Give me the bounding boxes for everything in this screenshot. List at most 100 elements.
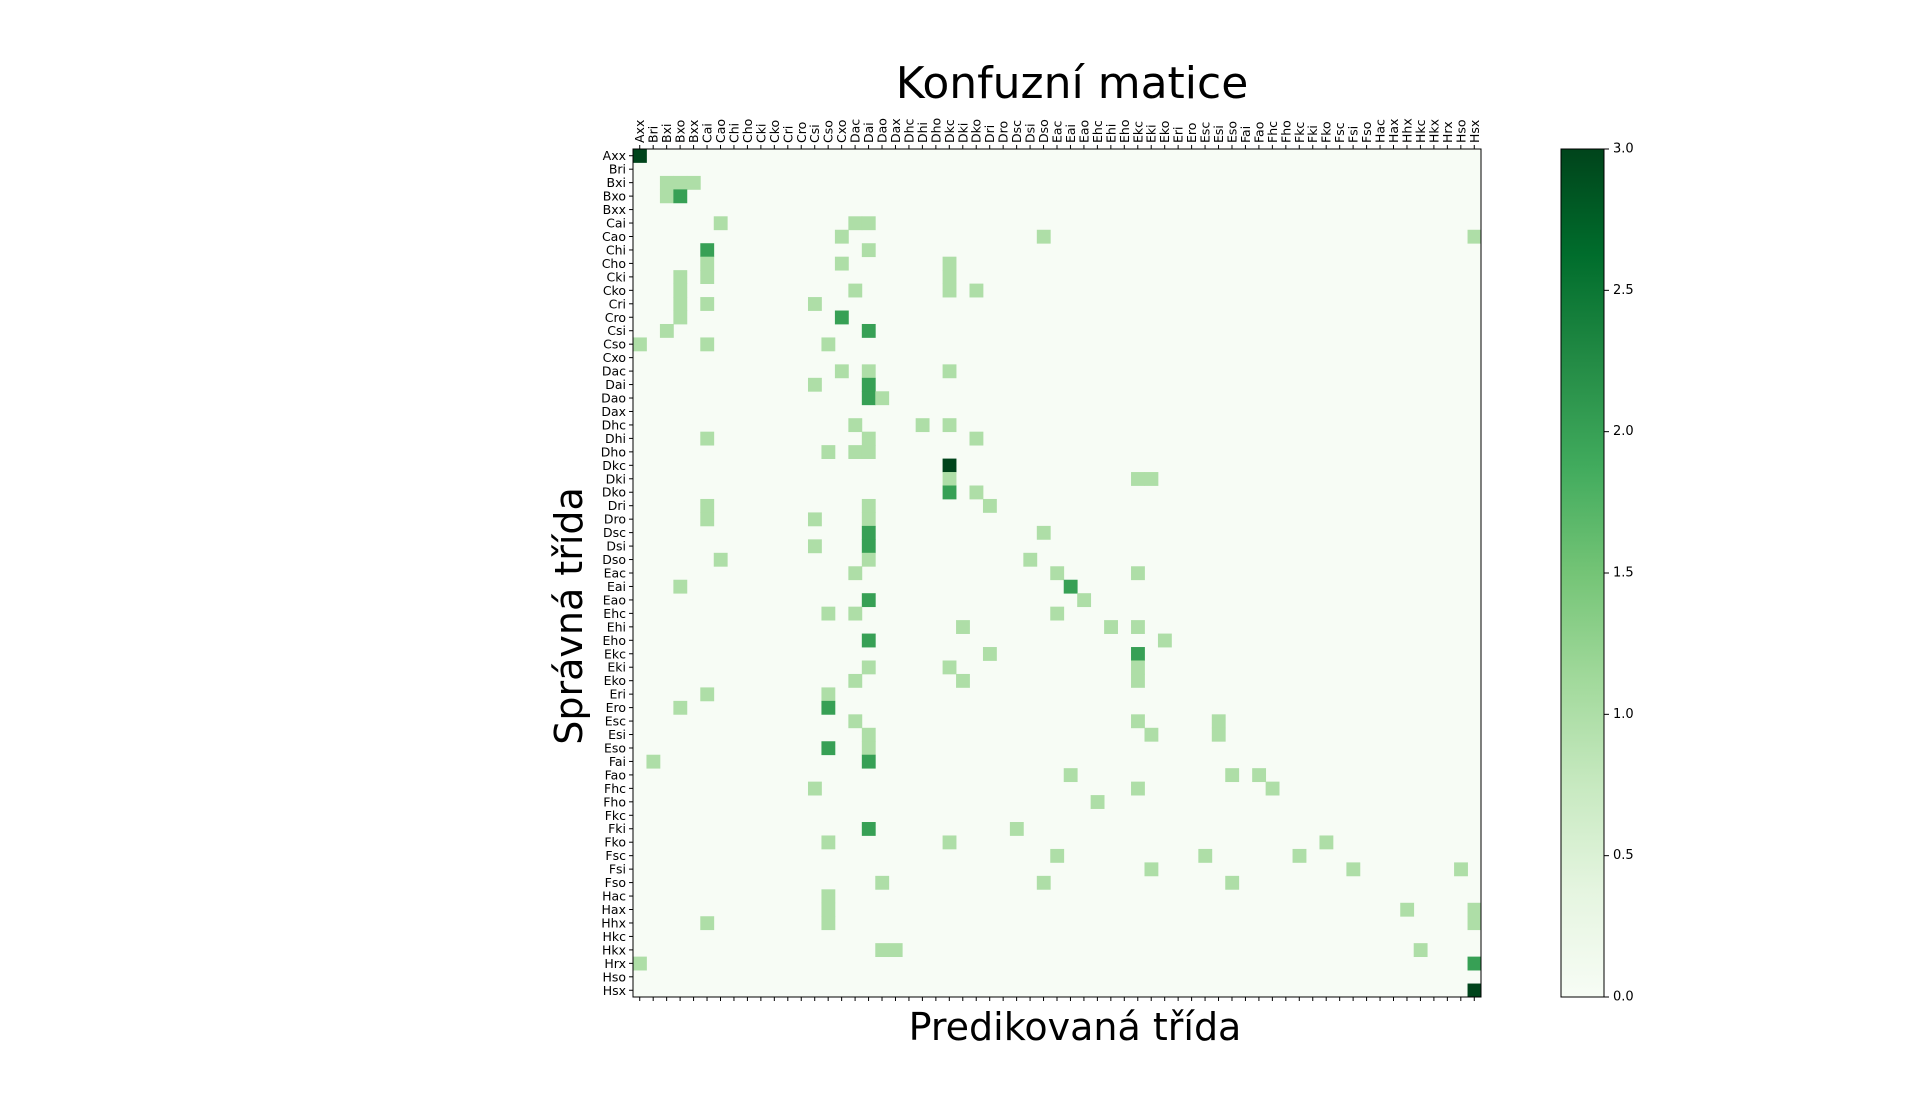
matrix-cell <box>1157 633 1172 648</box>
y-tick-label: Dhc <box>602 417 627 432</box>
matrix-cell <box>848 566 863 581</box>
matrix-cell <box>1467 983 1482 998</box>
matrix-cell <box>1252 768 1267 783</box>
x-tick-label: Dax <box>888 118 903 143</box>
x-tick-label: Eai <box>1063 124 1078 143</box>
x-tick-label: Hhx <box>1399 118 1414 143</box>
matrix-cell <box>1144 472 1159 486</box>
y-tick-label: Cko <box>603 283 626 298</box>
matrix-cell <box>807 377 822 392</box>
matrix-cell <box>673 283 688 298</box>
matrix-cell <box>1131 566 1145 581</box>
matrix-cell <box>1023 552 1038 567</box>
matrix-cell <box>861 498 876 513</box>
matrix-cell <box>807 512 822 527</box>
matrix-cell <box>659 175 674 190</box>
matrix-cells <box>633 149 1482 998</box>
y-tick-label: Cki <box>607 269 626 284</box>
matrix-cell <box>700 337 715 352</box>
matrix-cell <box>1131 660 1145 675</box>
matrix-cell <box>942 364 957 379</box>
y-tick-label: Cro <box>605 310 626 325</box>
matrix-cell <box>673 579 688 594</box>
matrix-cell <box>633 956 647 971</box>
x-tick-label: Dki <box>955 123 970 143</box>
matrix-cell <box>875 391 890 406</box>
matrix-cell <box>1144 862 1159 877</box>
colorbar-tick-label: 0.5 <box>1613 848 1634 863</box>
x-tick-label: Dsi <box>1023 123 1038 143</box>
matrix-cell <box>673 700 688 715</box>
x-tick-label: Ekc <box>1130 121 1145 143</box>
matrix-cell <box>1265 781 1280 796</box>
matrix-cell <box>1454 862 1468 877</box>
x-tick-label: Cso <box>821 120 836 143</box>
matrix-cell <box>848 216 863 231</box>
matrix-cell <box>821 687 836 702</box>
matrix-cell <box>1198 848 1213 863</box>
matrix-cell <box>821 889 836 904</box>
matrix-cell <box>861 660 876 675</box>
matrix-cell <box>1211 714 1226 729</box>
matrix-cell <box>700 916 715 931</box>
colorbar-tick-label: 1.0 <box>1613 707 1634 722</box>
x-tick-label: Dao <box>875 118 890 143</box>
x-tick-label: Fki <box>1305 125 1320 143</box>
y-tick-label: Fao <box>605 767 626 782</box>
matrix-cell <box>1467 916 1482 931</box>
matrix-cell <box>807 781 822 796</box>
matrix-cell <box>1131 781 1145 796</box>
x-tick-label: Dri <box>982 125 997 143</box>
matrix-cell <box>700 512 715 527</box>
x-tick-label: Dso <box>1036 119 1051 143</box>
matrix-cell <box>942 458 957 473</box>
x-tick-label: Ehc <box>1090 120 1105 143</box>
matrix-cell <box>861 243 876 258</box>
matrix-cell <box>888 943 903 958</box>
y-tick-label: Dhi <box>605 431 626 446</box>
colorbar-tick-label: 2.5 <box>1613 283 1634 298</box>
chart-title: Konfuzní matice <box>896 58 1249 109</box>
matrix-cell <box>969 485 984 500</box>
y-tick-label: Cai <box>606 216 626 231</box>
matrix-cell <box>942 270 957 285</box>
x-tick-label: Fsi <box>1346 126 1361 143</box>
matrix-cell <box>700 297 715 311</box>
colorbar-tick-label: 0.0 <box>1613 990 1634 1005</box>
matrix-cell <box>659 323 674 338</box>
matrix-cell <box>713 216 728 231</box>
matrix-cell <box>1131 673 1145 688</box>
matrix-cell <box>861 525 876 540</box>
matrix-cell <box>834 310 849 325</box>
y-tick-label: Ero <box>606 700 626 715</box>
matrix-cell <box>942 283 957 298</box>
matrix-cell <box>861 552 876 567</box>
x-tick-label: Hkc <box>1413 119 1428 143</box>
x-tick-label: Cri <box>780 126 795 143</box>
colorbar-gradient <box>1560 148 1605 998</box>
matrix-cell <box>834 229 849 244</box>
matrix-cell <box>659 189 674 204</box>
matrix-cell <box>956 620 970 634</box>
matrix-cell <box>982 498 997 513</box>
matrix-cell <box>848 673 863 688</box>
matrix-cell <box>861 633 876 648</box>
y-tick-label: Hrx <box>604 956 626 971</box>
y-tick-label: Dac <box>602 364 626 379</box>
matrix-cell <box>821 606 836 621</box>
y-tick-label: Hhx <box>601 915 626 930</box>
y-tick-label: Fkc <box>605 808 626 823</box>
y-tick-label: Eso <box>604 740 626 755</box>
x-tick-label: Fso <box>1359 122 1374 143</box>
matrix-cell <box>861 364 876 379</box>
y-tick-label: Dso <box>602 552 626 567</box>
matrix-frame <box>632 148 1482 998</box>
matrix-cell <box>1104 620 1118 634</box>
x-tick-label: Fsc <box>1332 122 1347 143</box>
matrix-cell <box>1036 229 1051 244</box>
matrix-cell <box>861 391 876 406</box>
matrix-cell <box>861 445 876 459</box>
matrix-cell <box>861 377 876 392</box>
matrix-cell <box>700 498 715 513</box>
